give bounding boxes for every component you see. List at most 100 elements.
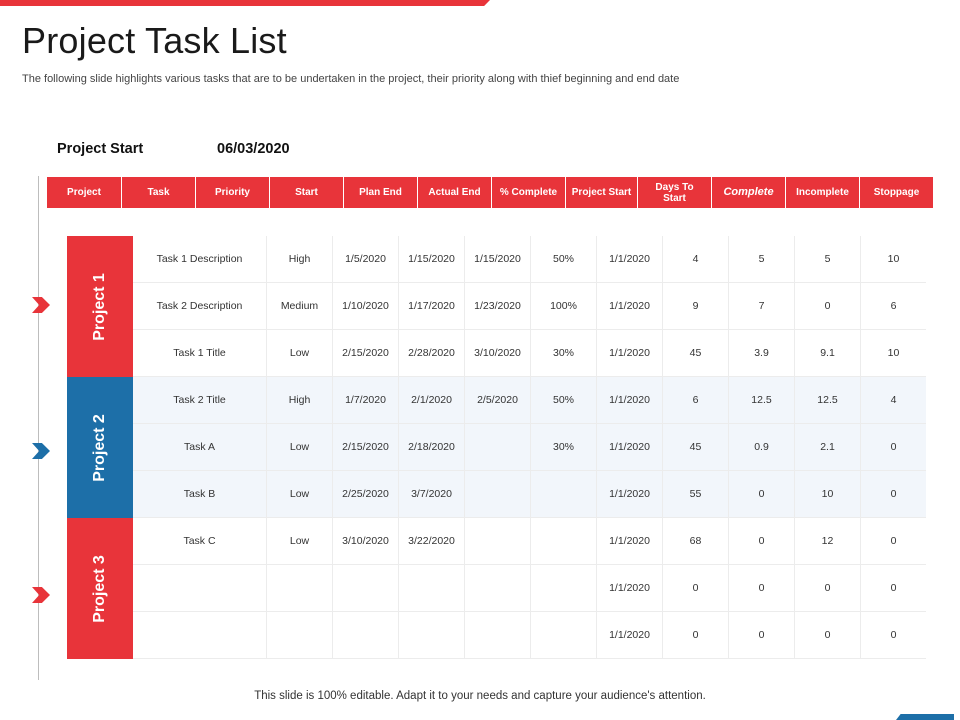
cell-actual-end: 1/15/2020 [464, 236, 530, 283]
table-row: 1/1/2020 0 0 0 0 [133, 612, 926, 659]
cell-days-to-start: 4 [662, 236, 728, 283]
cell-plan-end: 3/22/2020 [398, 518, 464, 565]
cell-stoppage: 0 [860, 518, 926, 565]
cell-priority: Low [266, 518, 332, 565]
cell-stoppage: 0 [860, 565, 926, 612]
table-header: Project Task Priority Start Plan End Act… [47, 177, 933, 208]
cell-percent-complete [530, 565, 596, 612]
cell-complete: 12.5 [728, 377, 794, 424]
cell-days-to-start: 9 [662, 283, 728, 330]
cell-percent-complete: 50% [530, 377, 596, 424]
header-incomplete: Incomplete [785, 177, 859, 208]
cell-complete: 0 [728, 565, 794, 612]
cell-percent-complete [530, 612, 596, 659]
corner-accent-bar [896, 714, 954, 720]
cell-priority: High [266, 236, 332, 283]
cell-percent-complete [530, 471, 596, 518]
cell-task: Task B [133, 471, 266, 518]
cell-incomplete: 12 [794, 518, 860, 565]
cell-percent-complete: 100% [530, 283, 596, 330]
cell-stoppage: 10 [860, 236, 926, 283]
cell-percent-complete [530, 518, 596, 565]
cell-project-start: 1/1/2020 [596, 471, 662, 518]
cell-plan-end: 2/18/2020 [398, 424, 464, 471]
cell-percent-complete: 30% [530, 330, 596, 377]
cell-actual-end: 2/5/2020 [464, 377, 530, 424]
cell-priority: Low [266, 471, 332, 518]
cell-project-start: 1/1/2020 [596, 565, 662, 612]
cell-start: 2/15/2020 [332, 330, 398, 377]
cell-percent-complete: 50% [530, 236, 596, 283]
cell-task: Task 1 Description [133, 236, 266, 283]
cell-task: Task A [133, 424, 266, 471]
header-task: Task [121, 177, 195, 208]
cell-actual-end [464, 612, 530, 659]
table-row: Task 1 Description High 1/5/2020 1/15/2020 1… [133, 236, 926, 283]
cell-days-to-start: 0 [662, 612, 728, 659]
project-2-label: Project 2 [67, 377, 133, 518]
cell-stoppage: 0 [860, 424, 926, 471]
footer-note: This slide is 100% editable. Adapt it to… [254, 690, 706, 702]
header-days-to-start: Days To Start [637, 177, 711, 208]
cell-complete: 0 [728, 471, 794, 518]
cell-actual-end [464, 565, 530, 612]
cell-task [133, 612, 266, 659]
cell-start: 1/10/2020 [332, 283, 398, 330]
cell-start: 2/15/2020 [332, 424, 398, 471]
cell-days-to-start: 68 [662, 518, 728, 565]
cell-stoppage: 0 [860, 471, 926, 518]
cell-complete: 3.9 [728, 330, 794, 377]
cell-plan-end: 1/17/2020 [398, 283, 464, 330]
cell-complete: 0 [728, 518, 794, 565]
cell-priority: Medium [266, 283, 332, 330]
cell-plan-end: 2/1/2020 [398, 377, 464, 424]
header-complete: Complete [711, 177, 785, 208]
table-row: 1/1/2020 0 0 0 0 [133, 565, 926, 612]
cell-complete: 5 [728, 236, 794, 283]
cell-start [332, 565, 398, 612]
cell-days-to-start: 55 [662, 471, 728, 518]
cell-incomplete: 9.1 [794, 330, 860, 377]
timeline-line [38, 176, 39, 680]
header-project-start: Project Start [565, 177, 637, 208]
cell-priority: High [266, 377, 332, 424]
chevron-right-icon [32, 297, 50, 313]
cell-start: 1/7/2020 [332, 377, 398, 424]
cell-priority: Low [266, 330, 332, 377]
cell-project-start: 1/1/2020 [596, 236, 662, 283]
header-percent-complete: % Complete [491, 177, 565, 208]
table-row: Task 2 Description Medium 1/10/2020 1/17/20… [133, 283, 926, 330]
cell-stoppage: 4 [860, 377, 926, 424]
chevron-right-icon [32, 443, 50, 459]
cell-priority [266, 565, 332, 612]
project-start-value: 06/03/2020 [217, 141, 290, 157]
cell-plan-end: 2/28/2020 [398, 330, 464, 377]
cell-task: Task 1 Title [133, 330, 266, 377]
page-title: Project Task List [22, 20, 287, 61]
cell-task: Task C [133, 518, 266, 565]
project-3-label: Project 3 [67, 518, 133, 659]
cell-project-start: 1/1/2020 [596, 424, 662, 471]
cell-stoppage: 6 [860, 283, 926, 330]
cell-task: Task 2 Title [133, 377, 266, 424]
header-actual-end: Actual End [417, 177, 491, 208]
header-plan-end: Plan End [343, 177, 417, 208]
cell-priority: Low [266, 424, 332, 471]
cell-start: 3/10/2020 [332, 518, 398, 565]
cell-incomplete: 5 [794, 236, 860, 283]
cell-incomplete: 0 [794, 565, 860, 612]
cell-priority [266, 612, 332, 659]
header-project: Project [47, 177, 121, 208]
cell-incomplete: 2.1 [794, 424, 860, 471]
cell-actual-end: 3/10/2020 [464, 330, 530, 377]
cell-plan-end: 1/15/2020 [398, 236, 464, 283]
cell-task: Task 2 Description [133, 283, 266, 330]
cell-task [133, 565, 266, 612]
table-row: Task B Low 2/25/2020 3/7/2020 1/1/2020 55 0 10 0 [133, 471, 926, 518]
table-row: Task A Low 2/15/2020 2/18/2020 30% 1/1/2020 45… [133, 424, 926, 471]
cell-start [332, 612, 398, 659]
cell-actual-end: 1/23/2020 [464, 283, 530, 330]
cell-complete: 0 [728, 612, 794, 659]
cell-plan-end [398, 565, 464, 612]
task-table: Task 1 Description High 1/5/2020 1/15/2020 1… [133, 236, 926, 659]
